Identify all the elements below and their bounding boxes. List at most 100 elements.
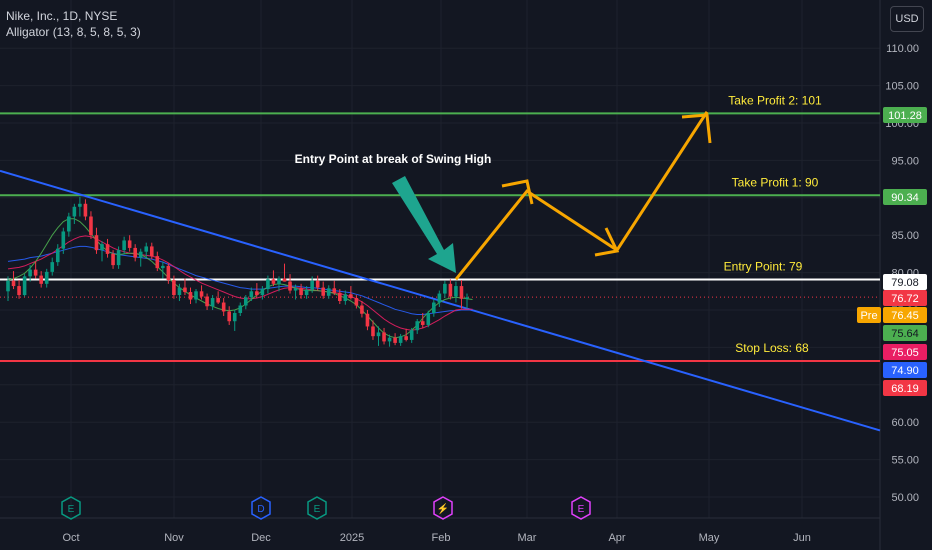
projection-arrowhead [501, 179, 534, 205]
candle-body [83, 203, 88, 217]
projection-arrowhead [594, 227, 620, 257]
candle-body [172, 280, 176, 296]
price-tag-value: 101.28 [888, 110, 922, 122]
event-marker-letter: ⚡ [437, 502, 449, 515]
candle-body [299, 288, 303, 296]
candle-body [448, 283, 453, 297]
projection-arrowhead [681, 113, 712, 144]
event-marker-shape[interactable] [251, 496, 271, 520]
price-tag-value: 76.72 [891, 293, 919, 305]
candle-body [409, 330, 414, 340]
projection-path [454, 110, 709, 281]
x-tick-label: Mar [518, 532, 537, 544]
candle-body [415, 321, 420, 331]
alligator-line [7, 235, 473, 331]
event-marker-shape[interactable] [307, 496, 327, 520]
candle-body [426, 312, 431, 325]
candle-body [349, 294, 353, 299]
candle-body [443, 283, 447, 294]
candle-body [465, 297, 469, 299]
price-tag [883, 290, 927, 306]
level-label: Take Profit 2: 101 [728, 93, 822, 107]
y-tick-label: 85.00 [891, 230, 919, 242]
candle-body [255, 291, 259, 296]
candle-body [266, 279, 270, 290]
price-tag [883, 274, 927, 290]
price-tag-prefix: Pre [860, 310, 877, 322]
x-tick-label: 2025 [340, 532, 364, 544]
candle-body [161, 265, 165, 269]
price-tag [883, 344, 927, 360]
price-tag-value: 75.64 [891, 328, 919, 340]
price-tag-prefix-box [857, 307, 881, 323]
candle-body [288, 281, 292, 291]
alligator-line [7, 245, 473, 315]
candle-body [360, 305, 364, 314]
symbol-title[interactable]: Nike, Inc., 1D, NYSE [6, 9, 118, 23]
candle-body [17, 286, 21, 296]
candle-body [155, 256, 160, 269]
candle-body [260, 289, 265, 296]
candle-body [332, 288, 337, 293]
candle-body [67, 216, 71, 232]
candle-body [94, 235, 99, 251]
candle-body [216, 298, 220, 303]
candle-body [194, 291, 198, 300]
candle-body [188, 292, 193, 300]
candle-body [61, 231, 66, 249]
entry-annotation-text: Entry Point at break of Swing High [295, 152, 492, 166]
event-marker: D [251, 496, 271, 520]
event-marker-shape[interactable] [61, 496, 81, 520]
event-marker: E [571, 496, 591, 520]
price-tag-value: 74.90 [891, 365, 919, 377]
level-label: Entry Point: 79 [724, 259, 803, 273]
event-marker-shape[interactable] [571, 496, 591, 520]
candle-body [50, 262, 55, 272]
candle-body [304, 289, 309, 296]
price-tag [883, 325, 927, 341]
candle-body [28, 269, 32, 277]
candle-body [282, 278, 287, 282]
candle-body [232, 312, 237, 322]
candle-body [249, 291, 254, 298]
event-marker: E [307, 496, 327, 520]
candle-body [210, 298, 215, 307]
candle-body [183, 287, 187, 293]
event-marker-letter: E [314, 504, 321, 515]
candle-body [166, 265, 171, 281]
price-tag-value: 75.05 [891, 347, 919, 359]
candle-body [72, 206, 77, 217]
indicator-title[interactable]: Alligator (13, 8, 5, 8, 5, 3) [6, 25, 141, 39]
candle-body [199, 291, 204, 297]
price-tag [883, 107, 927, 123]
event-marker-shape[interactable] [433, 496, 453, 520]
candle-body [277, 278, 281, 284]
candle-body [44, 271, 49, 284]
currency-button[interactable]: USD [890, 6, 924, 32]
candle-body [321, 287, 326, 296]
event-marker-letter: E [578, 504, 585, 515]
event-marker: ⚡ [433, 496, 453, 520]
y-tick-label: 110.00 [886, 43, 919, 55]
price-tag-value: 76.45 [891, 310, 919, 322]
candle-body [89, 216, 93, 236]
candle-body [144, 246, 149, 252]
candle-body [205, 296, 209, 307]
candle-body [404, 336, 408, 340]
x-tick-label: Apr [608, 532, 625, 544]
candle-body [398, 336, 403, 343]
y-tick-label: 50.00 [891, 492, 919, 504]
candle-body [138, 251, 143, 258]
y-tick-label: 55.00 [891, 455, 919, 467]
candle-body [149, 246, 154, 257]
candle-body [420, 321, 425, 325]
y-tick-label: 105.00 [885, 81, 919, 93]
candle-body [432, 302, 436, 313]
candle-body [39, 275, 43, 284]
candle-body [127, 240, 132, 248]
candle-body [365, 313, 370, 327]
candle-body [387, 337, 392, 342]
candle-body [310, 280, 314, 290]
